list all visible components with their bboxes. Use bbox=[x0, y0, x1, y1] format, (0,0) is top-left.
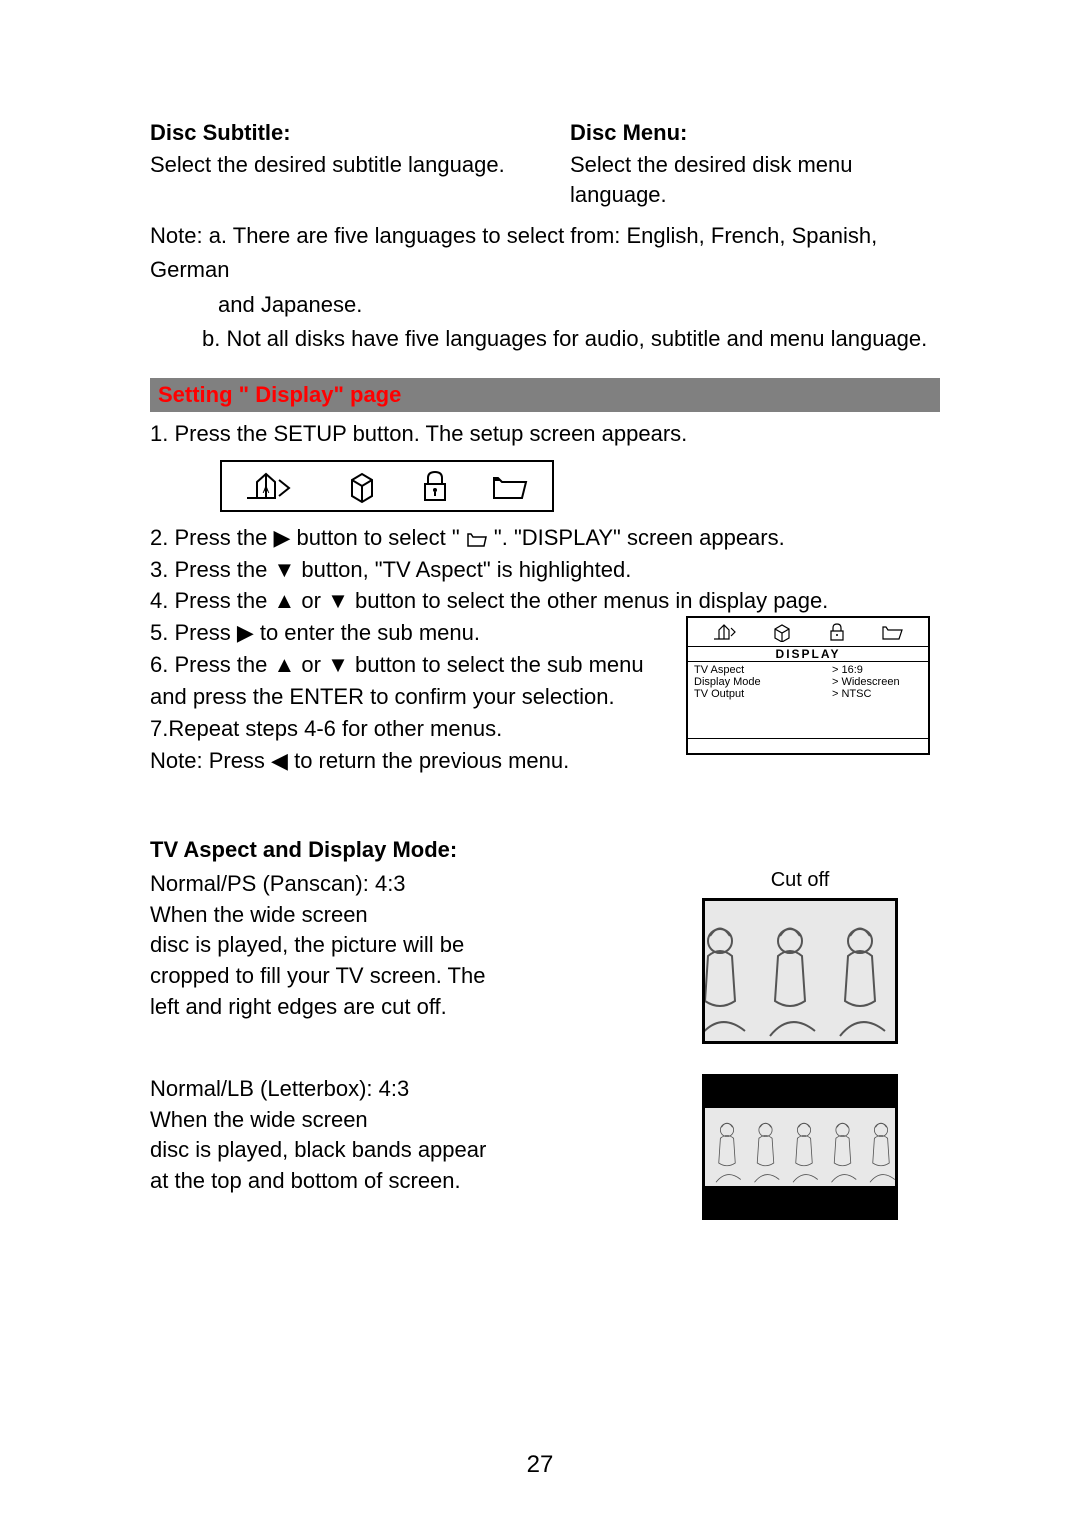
step-2-c: ". "DISPLAY" screen appears. bbox=[488, 525, 785, 550]
page-number: 27 bbox=[0, 1451, 1080, 1479]
arrow-down-icon: ▼ bbox=[274, 557, 296, 582]
folder-inline-icon bbox=[466, 529, 488, 549]
panscan-box bbox=[702, 898, 898, 1044]
disc-menu-col: Disc Menu: Select the desired disk menu … bbox=[570, 120, 940, 209]
note-a: Note: a. There are five languages to sel… bbox=[150, 219, 940, 287]
step-4-c: button to select the other menus in disp… bbox=[349, 588, 828, 613]
panscan-body: When the wide screen disc is played, the… bbox=[150, 900, 620, 1023]
disc-menu-heading: Disc Menu: bbox=[570, 120, 940, 146]
step-5-b: to enter the sub menu. bbox=[254, 620, 480, 645]
disc-subtitle-col: Disc Subtitle: Select the desired subtit… bbox=[150, 120, 520, 209]
display-menu-left: TV Aspect Display Mode TV Output bbox=[694, 664, 832, 700]
step-2-b: button to select " bbox=[290, 525, 465, 550]
letterbox-box bbox=[702, 1074, 898, 1220]
tv-aspect-section: TV Aspect and Display Mode: Normal/PS (P… bbox=[150, 837, 940, 1220]
step-2: 2. Press the ▶ button to select " ". "DI… bbox=[150, 522, 940, 554]
section-bar: Setting " Display" page bbox=[150, 378, 940, 412]
small-speaker-icon bbox=[712, 622, 736, 642]
step-3: 3. Press the ▼ button, "TV Aspect" is hi… bbox=[150, 554, 940, 586]
cutoff-label: Cut off bbox=[771, 869, 830, 892]
arrow-down-icon-3: ▼ bbox=[327, 652, 349, 677]
tv-aspect-heading: TV Aspect and Display Mode: bbox=[150, 837, 940, 863]
note-a-cont: and Japanese. bbox=[150, 288, 940, 322]
arrow-up-icon-2: ▲ bbox=[274, 652, 296, 677]
display-menu-right: > 16:9 > Widescreen > NTSC bbox=[832, 664, 922, 700]
arrow-right-icon-2: ▶ bbox=[237, 620, 254, 645]
setup-icon-bar: A bbox=[220, 460, 554, 512]
speaker-icon: A bbox=[244, 468, 304, 504]
arrow-down-icon-2: ▼ bbox=[327, 588, 349, 613]
letterbox-img-col bbox=[660, 1074, 940, 1220]
letterbox-text: Normal/LB (Letterbox): 4:3 When the wide… bbox=[150, 1074, 620, 1220]
cube-icon bbox=[344, 468, 380, 504]
display-menu-footer bbox=[688, 739, 928, 753]
page: Disc Subtitle: Select the desired subtit… bbox=[0, 0, 1080, 1529]
letterbox-title: Normal/LB (Letterbox): 4:3 bbox=[150, 1074, 620, 1105]
menu-left-0: TV Aspect bbox=[694, 664, 832, 676]
display-menu-icons bbox=[688, 618, 928, 647]
letterbox-inner bbox=[705, 1108, 895, 1186]
step-4-b: or bbox=[295, 588, 327, 613]
panscan-title: Normal/PS (Panscan): 4:3 bbox=[150, 869, 620, 900]
menu-right-1: > Widescreen bbox=[832, 676, 922, 688]
panscan-text: Normal/PS (Panscan): 4:3 When the wide s… bbox=[150, 869, 620, 1044]
display-menu-title: DISPLAY bbox=[688, 647, 928, 662]
step-6-c: button to select the sub menu bbox=[349, 652, 644, 677]
menu-left-2: TV Output bbox=[694, 688, 832, 700]
display-menu-box: DISPLAY TV Aspect Display Mode TV Output… bbox=[686, 616, 930, 755]
arrow-left-icon: ◀ bbox=[271, 748, 288, 773]
menu-left-1: Display Mode bbox=[694, 676, 832, 688]
note-block: Note: a. There are five languages to sel… bbox=[150, 219, 940, 355]
small-lock-icon bbox=[828, 622, 846, 642]
letterbox-figures bbox=[705, 1108, 895, 1186]
svg-text:A: A bbox=[263, 485, 270, 496]
lock-icon bbox=[420, 468, 450, 504]
step-6-a: 6. Press the bbox=[150, 652, 274, 677]
note-b: b. Not all disks have five languages for… bbox=[150, 322, 940, 356]
letterbox-body: When the wide screen disc is played, bla… bbox=[150, 1105, 620, 1197]
panscan-img-col: Cut off bbox=[660, 869, 940, 1044]
step-4: 4. Press the ▲ or ▼ button to select the… bbox=[150, 585, 940, 617]
icon-bar-wrap: A bbox=[220, 460, 940, 512]
step-3-a: 3. Press the bbox=[150, 557, 274, 582]
arrow-right-icon: ▶ bbox=[274, 525, 291, 550]
step-3-b: button, "TV Aspect" is highlighted. bbox=[295, 557, 631, 582]
step-4-a: 4. Press the bbox=[150, 588, 274, 613]
panscan-row: Normal/PS (Panscan): 4:3 When the wide s… bbox=[150, 869, 940, 1044]
step-note-a: Note: Press bbox=[150, 748, 271, 773]
panscan-figures bbox=[705, 901, 895, 1041]
letterbox-row: Normal/LB (Letterbox): 4:3 When the wide… bbox=[150, 1074, 940, 1220]
menu-right-2: > NTSC bbox=[832, 688, 922, 700]
disc-subtitle-heading: Disc Subtitle: bbox=[150, 120, 520, 146]
disc-menu-text: Select the desired disk menu language. bbox=[570, 150, 940, 209]
small-folder-icon bbox=[881, 622, 905, 642]
top-columns: Disc Subtitle: Select the desired subtit… bbox=[150, 120, 940, 209]
disc-subtitle-text: Select the desired subtitle language. bbox=[150, 150, 520, 180]
arrow-up-icon: ▲ bbox=[274, 588, 296, 613]
step-6-b: or bbox=[295, 652, 327, 677]
folder-icon bbox=[490, 468, 530, 504]
step-5-a: 5. Press bbox=[150, 620, 237, 645]
step-note-b: to return the previous menu. bbox=[288, 748, 569, 773]
menu-right-0: > 16:9 bbox=[832, 664, 922, 676]
step-1: 1. Press the SETUP button. The setup scr… bbox=[150, 418, 940, 450]
display-menu-body: TV Aspect Display Mode TV Output > 16:9 … bbox=[688, 662, 928, 739]
small-cube-icon bbox=[771, 622, 793, 642]
step-2-a: 2. Press the bbox=[150, 525, 274, 550]
